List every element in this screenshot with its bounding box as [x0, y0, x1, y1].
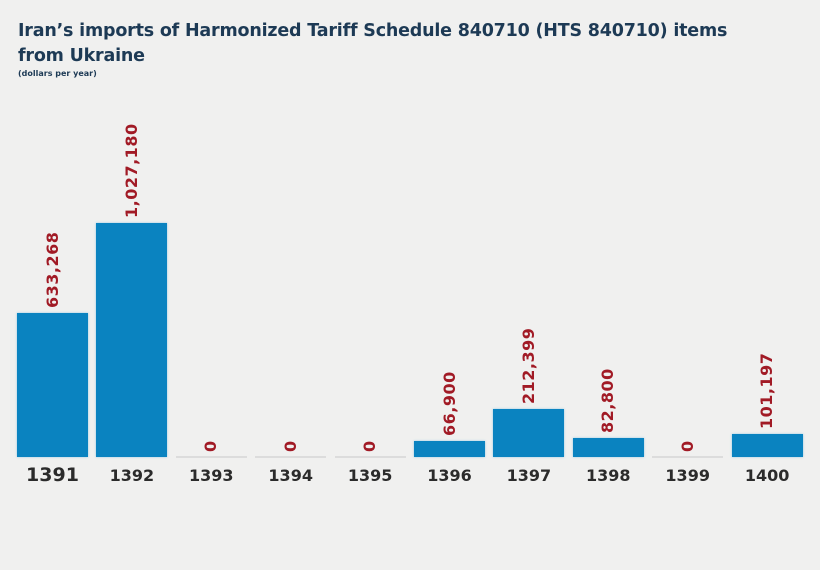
- chart-title: Iran’s imports of Harmonized Tariff Sche…: [18, 21, 728, 66]
- value-label-1393: 0: [201, 440, 221, 452]
- value-label-1399: 0: [677, 440, 697, 452]
- x-tick-label-1398: 1398: [586, 466, 631, 485]
- bar-1392: [96, 223, 168, 457]
- zero-bar-1394: [255, 456, 327, 458]
- value-label-1395: 0: [360, 440, 380, 452]
- value-label-1394: 0: [280, 440, 300, 452]
- x-tick-label-1391: 1391: [26, 464, 79, 486]
- bar-1396: [414, 441, 485, 457]
- value-label-1397: 212,399: [518, 327, 538, 404]
- zero-bar-1399: [652, 456, 724, 458]
- x-tick-label-1394: 1394: [268, 466, 313, 485]
- bar-1398: [572, 438, 644, 457]
- zero-bar-1393: [175, 456, 247, 458]
- zero-bar-1395: [334, 456, 406, 458]
- chart-subtitle: (dollars per year): [18, 69, 97, 78]
- value-label-1391: 633,268: [42, 231, 62, 308]
- value-label-1398: 82,800: [598, 368, 618, 433]
- bar-1400: [731, 434, 803, 457]
- bar-1397: [493, 409, 565, 457]
- x-tick-label-1397: 1397: [506, 466, 552, 485]
- x-tick-label-1393: 1393: [189, 466, 234, 485]
- x-tick-label-1396: 1396: [427, 466, 472, 485]
- x-tick-label-1395: 1395: [347, 466, 393, 485]
- x-tick-label-1399: 1399: [665, 466, 710, 485]
- value-label-1392: 1,027,180: [121, 123, 141, 218]
- value-label-1396: 66,900: [439, 371, 459, 436]
- x-tick-label-1400: 1400: [744, 466, 790, 485]
- value-label-1400: 101,197: [757, 352, 777, 429]
- x-tick-label-1392: 1392: [109, 466, 155, 485]
- bar-1391: [17, 313, 88, 457]
